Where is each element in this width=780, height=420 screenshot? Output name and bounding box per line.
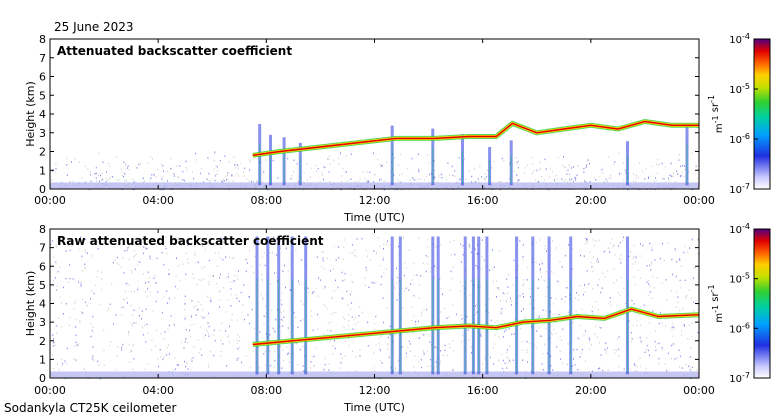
panel-title: Attenuated backscatter coefficient [57, 44, 292, 58]
x-tick-label: 20:00 [575, 194, 607, 207]
y-tick-label: 8 [39, 33, 46, 46]
instrument-label: Sodankyla CT25K ceilometer [4, 401, 177, 415]
x-axis-title: Time (UTC) [343, 401, 405, 414]
x-tick-label: 00:00 [34, 384, 66, 397]
y-tick-label: 4 [39, 108, 46, 121]
y-tick-label: 5 [39, 89, 46, 102]
x-tick-label: 00:00 [683, 384, 715, 397]
precip-core [291, 278, 293, 373]
precip-core [489, 159, 491, 184]
x-tick-label: 00:00 [34, 194, 66, 207]
colorbar-unit-label: m-1 sr-1 [707, 95, 725, 133]
precip-core [259, 143, 261, 184]
colorbar-tick-label: 10-5 [729, 272, 750, 286]
y-tick-label: 1 [39, 353, 46, 366]
colorbar-tick-label: 10-7 [729, 182, 750, 196]
precip-core [278, 278, 280, 373]
colorbar-gradient [753, 228, 771, 379]
colorbar-tick-label: 10-7 [729, 371, 750, 385]
precip-core [570, 278, 572, 373]
precip-core [270, 151, 271, 184]
y-tick-label: 4 [39, 298, 46, 311]
cloud-layer-line [252, 308, 700, 346]
x-tick-label: 12:00 [359, 194, 391, 207]
y-tick-label: 2 [39, 146, 46, 159]
x-axis-title: Time (UTC) [343, 211, 405, 224]
y-tick-label: 7 [39, 242, 46, 255]
precip-core [532, 278, 534, 373]
plot-panel-1: 0 1 2 3 4 5 6 7 8 00:00 04:00 08:00 12:00 16:00 20:00 0… [24, 32, 771, 224]
x-tick-label: 12:00 [359, 384, 391, 397]
y-tick-label: 6 [39, 260, 46, 273]
x-tick-label: 04:00 [142, 194, 174, 207]
precip-core [399, 278, 401, 373]
precip-core [548, 278, 550, 373]
plot-frame [49, 228, 700, 379]
precip-core [627, 278, 628, 373]
colorbar-gradient [753, 38, 771, 190]
precip-core [391, 278, 393, 373]
noise-texture [50, 236, 700, 380]
precip-core [267, 278, 269, 373]
x-tick-label: 08:00 [250, 194, 282, 207]
precip-core [462, 150, 463, 184]
y-axis-title: Height (km) [24, 81, 37, 147]
colorbar-tick-label: 10-4 [729, 32, 750, 46]
y-tick-label: 1 [39, 164, 46, 177]
x-tick-label: 00:00 [683, 194, 715, 207]
plot-panel-2: 0 1 2 3 4 5 6 7 8 00:00 04:00 08:00 12:00 16:00 20:00 0… [24, 222, 771, 414]
x-tick-label: 20:00 [575, 384, 607, 397]
precip-core [256, 278, 258, 373]
colorbar-tick-label: 10-6 [729, 321, 750, 335]
precip-core [391, 144, 393, 184]
precip-core [283, 152, 285, 184]
y-tick-label: 8 [39, 223, 46, 236]
precip-core [627, 155, 628, 184]
precip-core [299, 156, 301, 184]
precip-core [432, 146, 434, 184]
y-tick-label: 6 [39, 71, 46, 84]
panel-title: Raw attenuated backscatter coefficient [57, 234, 324, 248]
colorbar-unit-label: m-1 sr-1 [707, 284, 725, 322]
x-tick-label: 04:00 [142, 384, 174, 397]
date-label: 25 June 2023 [54, 20, 134, 34]
colorbar: 10-7 10-6 10-5 10-4 m-1 sr-1 [707, 32, 771, 196]
cloud-layer-line [252, 120, 699, 156]
x-tick-label: 08:00 [250, 384, 282, 397]
colorbar-tick-label: 10-4 [729, 222, 750, 236]
x-tick-label: 16:00 [467, 384, 499, 397]
y-tick-label: 0 [39, 372, 46, 385]
colorbar-tick-label: 10-5 [729, 82, 750, 96]
plot-frame [49, 38, 700, 190]
x-tick-label: 16:00 [467, 194, 499, 207]
colorbar-tick-label: 10-6 [729, 132, 750, 146]
y-tick-label: 2 [39, 335, 46, 348]
colorbar: 10-7 10-6 10-5 10-4 m-1 sr-1 [707, 222, 771, 385]
precip-core [305, 278, 307, 373]
precip-core [510, 155, 512, 184]
y-tick-label: 5 [39, 279, 46, 292]
precip-core [686, 143, 688, 184]
y-tick-label: 7 [39, 52, 46, 65]
y-tick-label: 0 [39, 183, 46, 196]
y-tick-label: 3 [39, 127, 46, 140]
y-tick-label: 3 [39, 316, 46, 329]
y-axis-title: Height (km) [24, 271, 37, 337]
